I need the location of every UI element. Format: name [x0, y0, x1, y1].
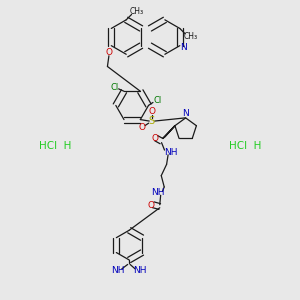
Text: Cl: Cl [110, 83, 118, 92]
Polygon shape [163, 126, 175, 139]
Text: N: N [182, 109, 189, 118]
Text: CH₃: CH₃ [183, 32, 197, 41]
Text: CH₃: CH₃ [130, 7, 144, 16]
Text: O: O [148, 107, 155, 116]
Text: O: O [148, 201, 155, 210]
Text: O: O [105, 48, 112, 57]
Text: S: S [148, 116, 155, 126]
Text: O: O [152, 134, 158, 143]
Text: NH: NH [111, 266, 124, 275]
Text: O: O [139, 122, 145, 131]
Text: HCl  H: HCl H [229, 140, 261, 151]
Text: NH: NH [152, 188, 165, 197]
Text: NH: NH [164, 148, 177, 157]
Text: HCl  H: HCl H [39, 140, 71, 151]
Text: NH: NH [133, 266, 146, 275]
Text: N: N [180, 43, 187, 52]
Text: Cl: Cl [153, 97, 162, 106]
